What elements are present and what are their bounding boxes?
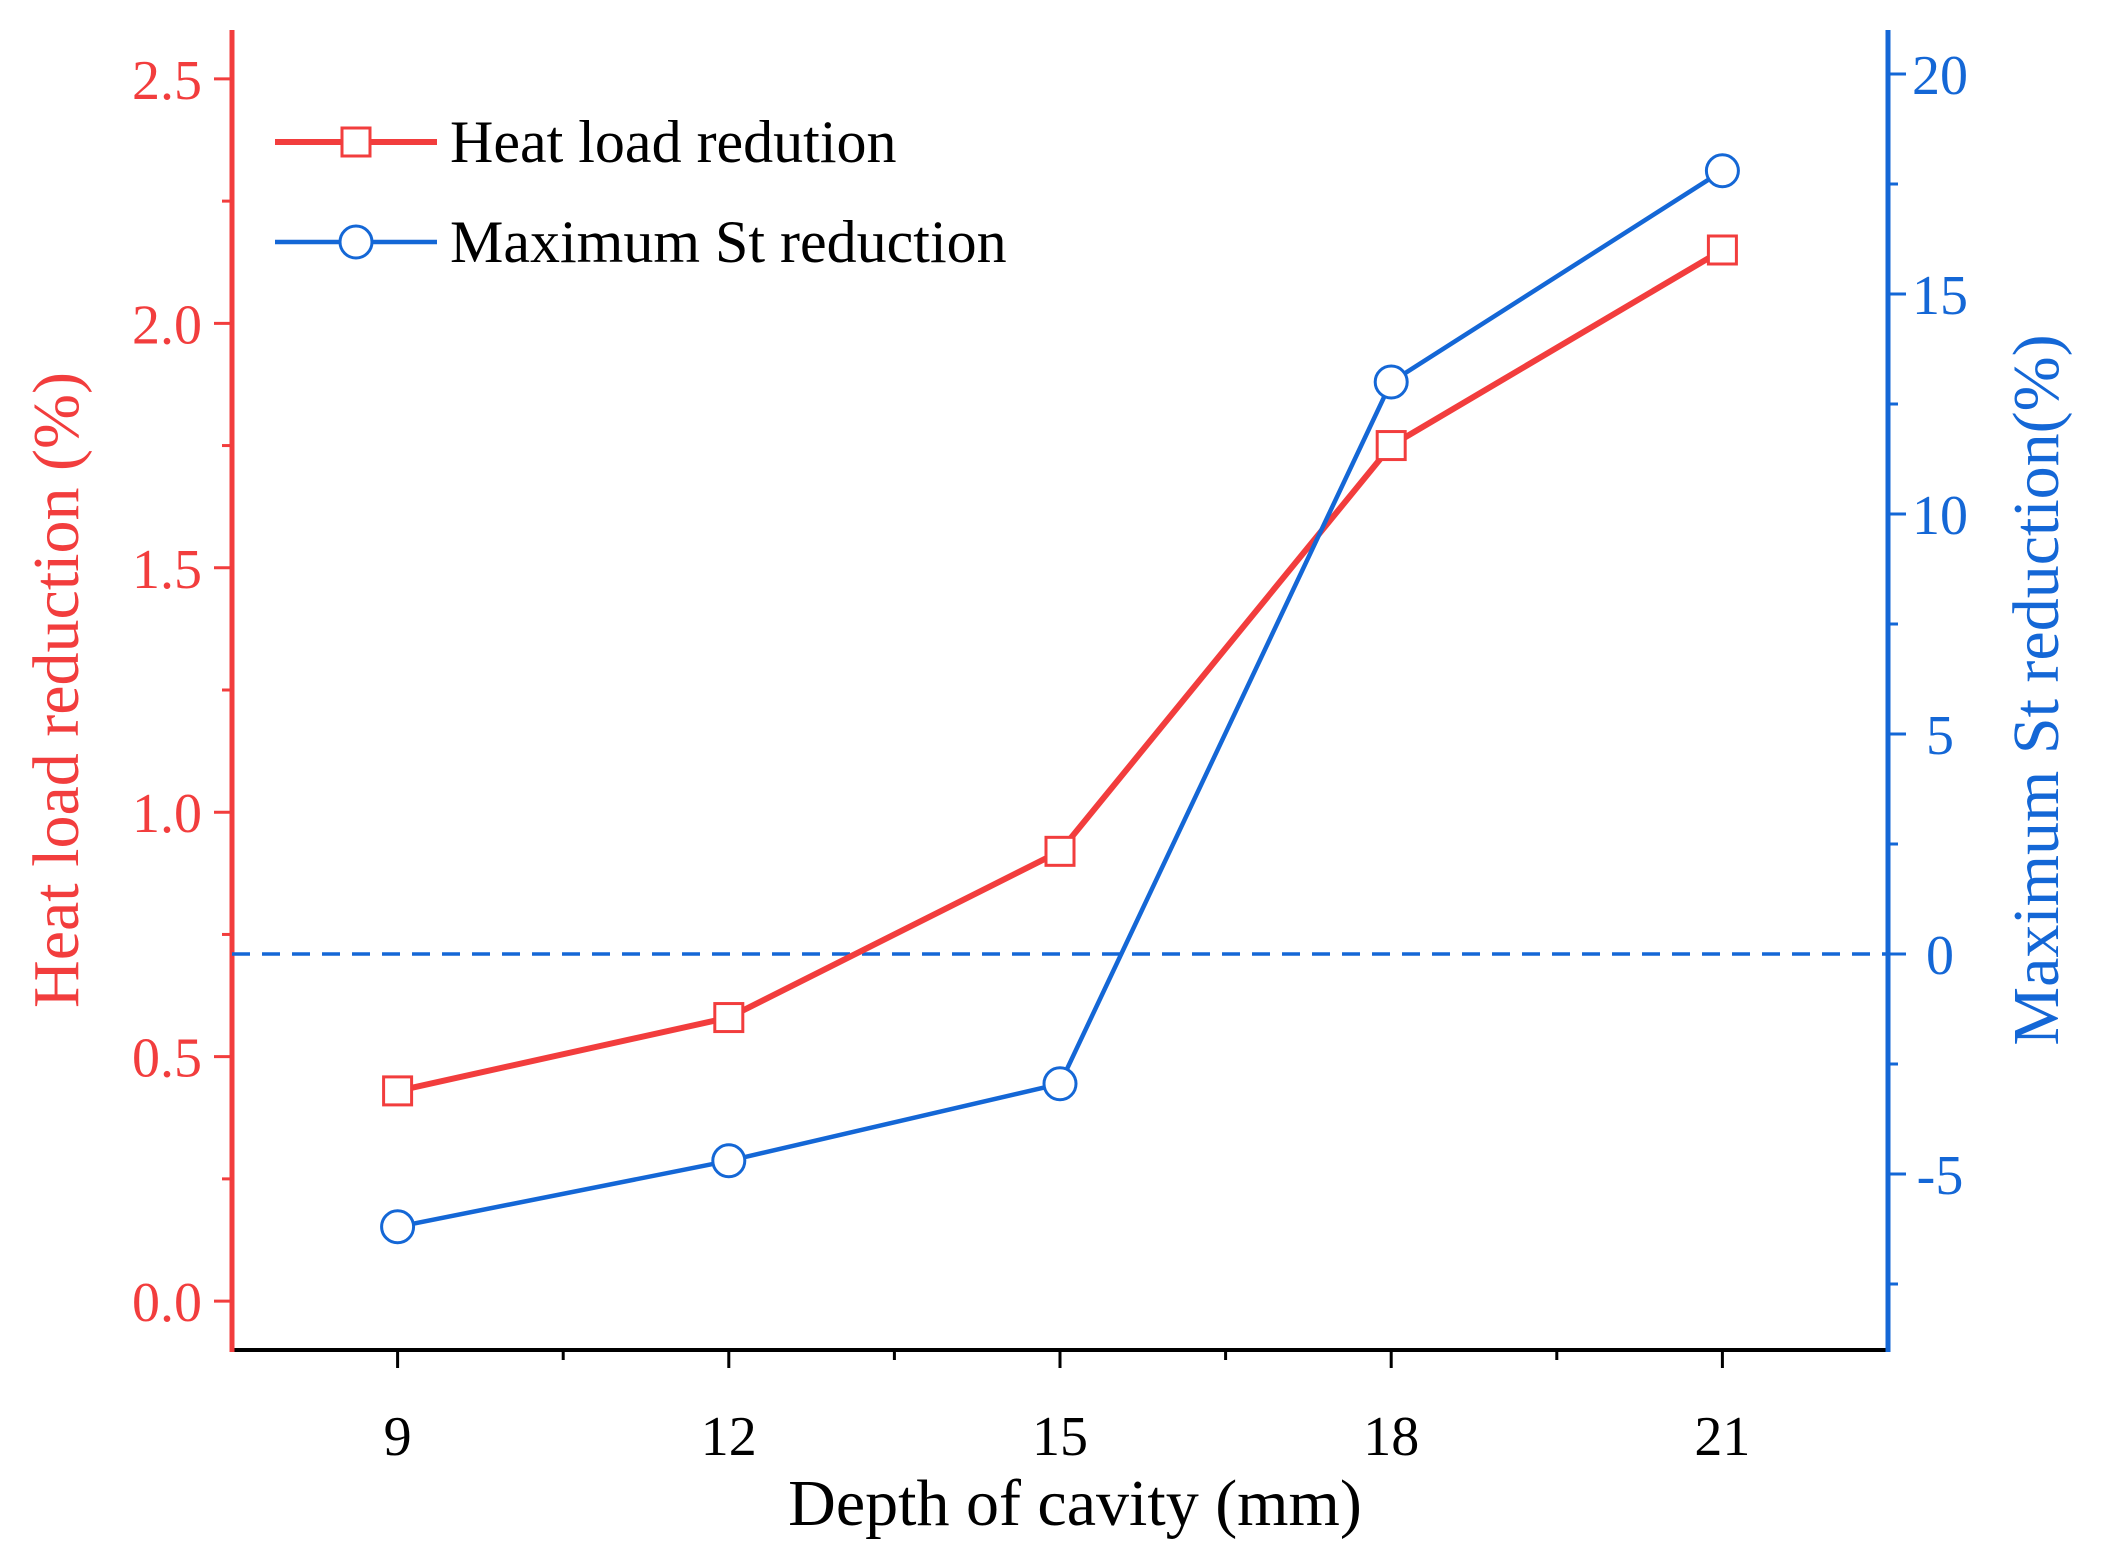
heat-load-point (1375, 430, 1407, 462)
right-y-tick-label: 0 (1926, 925, 1954, 987)
left-y-tick-label: 2.5 (132, 50, 202, 112)
left-y-tick-label: 0.5 (132, 1028, 202, 1090)
right-y-tick-label: -5 (1917, 1145, 1964, 1207)
x-tick-label: 12 (701, 1406, 757, 1468)
right-y-tick-label: 15 (1912, 265, 1968, 327)
max-st-point (711, 1143, 747, 1179)
right-y-axis-title: Maximum St reduction(%) (2000, 334, 2073, 1045)
max-st-point (1373, 364, 1409, 400)
heat-load-point (382, 1075, 414, 1107)
max-st-point (1704, 153, 1740, 189)
x-tick-label: 15 (1032, 1406, 1088, 1468)
legend-square-marker (340, 126, 372, 158)
x-tick-label: 21 (1694, 1406, 1750, 1468)
left-y-tick-label: 2.0 (132, 294, 202, 356)
right-y-tick-label: 5 (1926, 705, 1954, 767)
max-st-point (380, 1209, 416, 1245)
left-y-tick-label: 1.5 (132, 539, 202, 601)
legend-circle-marker (338, 224, 374, 260)
x-tick-label: 9 (384, 1406, 412, 1468)
legend: Heat load redution Maximum St reduction (275, 109, 1007, 275)
axes-layer: 9 12 15 18 21 0.0 0.5 1.0 1.5 2.0 2.5 -5 0 5 10 15 20 Dep… (20, 30, 2073, 1540)
heat-load-point (713, 1002, 745, 1034)
left-y-tick-label: 0.0 (132, 1272, 202, 1334)
left-y-tick-label: 1.0 (132, 783, 202, 845)
x-axis-title: Depth of cavity (mm) (788, 1467, 1362, 1540)
heat-load-point (1706, 234, 1738, 266)
max-st-point (1042, 1066, 1078, 1102)
right-y-tick-label: 20 (1912, 45, 1968, 107)
series-layer (380, 153, 1740, 1245)
legend-label: Heat load redution (450, 109, 897, 175)
left-y-axis-title: Heat load reduction (%) (20, 372, 93, 1008)
series-line-heat-load (396, 247, 1724, 1094)
heat-load-point (1044, 835, 1076, 867)
right-y-tick-label: 10 (1912, 485, 1968, 547)
x-tick-label: 18 (1363, 1406, 1419, 1468)
legend-label: Maximum St reduction (450, 209, 1007, 275)
